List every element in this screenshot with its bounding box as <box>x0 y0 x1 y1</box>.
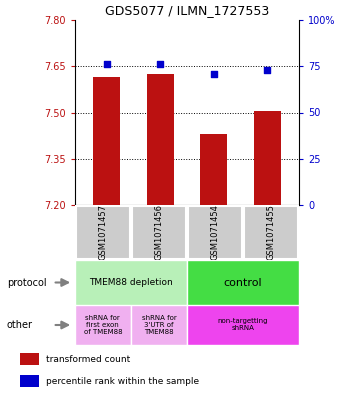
Bar <box>20 375 39 387</box>
Point <box>104 61 109 68</box>
Text: protocol: protocol <box>7 277 47 288</box>
Bar <box>20 353 39 365</box>
Bar <box>244 206 298 259</box>
Text: GSM1071454: GSM1071454 <box>210 205 220 261</box>
Point <box>157 61 163 68</box>
Point <box>211 70 217 77</box>
Text: percentile rank within the sample: percentile rank within the sample <box>46 377 199 386</box>
Bar <box>200 134 227 205</box>
Text: GSM1071455: GSM1071455 <box>267 205 276 261</box>
Bar <box>187 305 299 345</box>
Bar <box>132 206 186 259</box>
Text: shRNA for
3'UTR of
TMEM88: shRNA for 3'UTR of TMEM88 <box>141 315 176 335</box>
Bar <box>75 305 131 345</box>
Bar <box>94 77 120 205</box>
Point <box>265 67 270 73</box>
Text: GSM1071456: GSM1071456 <box>154 204 164 261</box>
Bar <box>147 74 174 205</box>
Bar <box>75 260 187 305</box>
Bar <box>188 206 242 259</box>
Title: GDS5077 / ILMN_1727553: GDS5077 / ILMN_1727553 <box>105 4 269 17</box>
Bar <box>131 305 187 345</box>
Text: control: control <box>224 277 262 288</box>
Bar <box>76 206 130 259</box>
Text: non-targetting
shRNA: non-targetting shRNA <box>218 318 268 332</box>
Text: shRNA for
first exon
of TMEM88: shRNA for first exon of TMEM88 <box>84 315 122 335</box>
Text: transformed count: transformed count <box>46 354 130 364</box>
Bar <box>254 111 280 205</box>
Text: GSM1071457: GSM1071457 <box>98 204 107 261</box>
Text: TMEM88 depletion: TMEM88 depletion <box>89 278 173 287</box>
Bar <box>187 260 299 305</box>
Text: other: other <box>7 320 33 330</box>
